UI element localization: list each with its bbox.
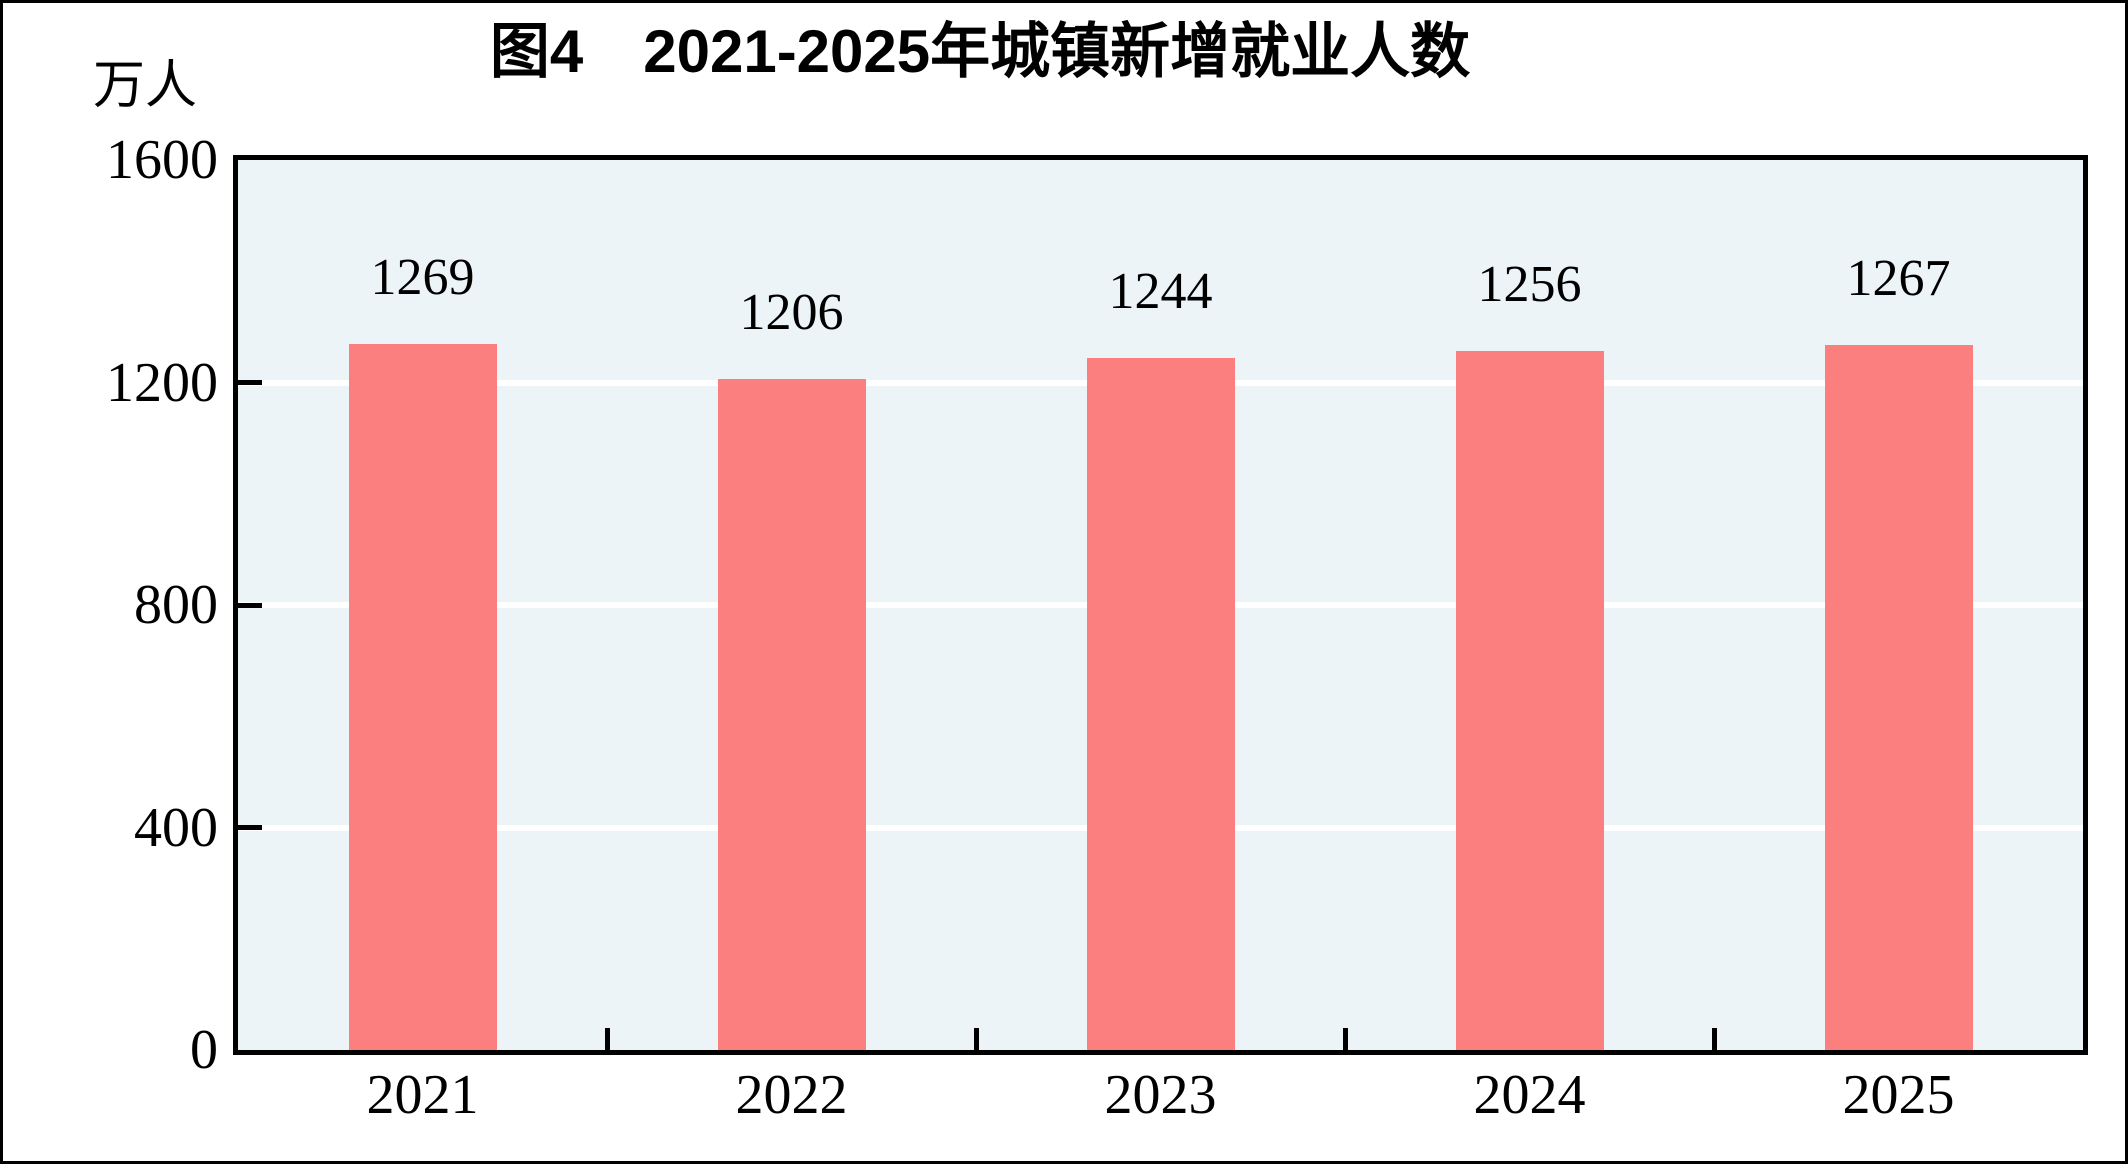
bar-2022 bbox=[717, 379, 866, 1050]
bar-2021 bbox=[348, 344, 497, 1050]
x-tick-1 bbox=[604, 1028, 610, 1050]
bar-2025 bbox=[1824, 345, 1973, 1050]
y-tick-400 bbox=[238, 825, 262, 830]
y-tick-800 bbox=[238, 602, 262, 608]
x-tick-4 bbox=[1711, 1028, 1717, 1050]
x-tick-3 bbox=[1342, 1028, 1348, 1050]
x-axis-label-2021: 2021 bbox=[366, 1064, 479, 1126]
bar-value-2023: 1244 bbox=[1108, 263, 1213, 321]
bar-2024 bbox=[1455, 351, 1604, 1050]
y-axis-label-1200: 1200 bbox=[106, 351, 218, 414]
x-axis-label-2024: 2024 bbox=[1473, 1064, 1586, 1126]
y-axis-label-0: 0 bbox=[190, 1019, 218, 1081]
y-axis-unit-label: 万人 bbox=[93, 58, 198, 115]
y-tick-1200 bbox=[238, 380, 262, 385]
x-axis-label-2022: 2022 bbox=[735, 1064, 848, 1126]
y-axis-label-800: 800 bbox=[134, 574, 218, 636]
x-axis-label-2023: 2023 bbox=[1104, 1064, 1217, 1126]
bar-value-2025: 1267 bbox=[1846, 250, 1951, 308]
plot-area: 1269 1206 1244 1256 1267 bbox=[233, 155, 2088, 1055]
chart-title: 图4 2021-2025年城镇新增就业人数 bbox=[489, 18, 1471, 85]
bar-value-2021: 1269 bbox=[370, 249, 475, 307]
bar-value-2024: 1256 bbox=[1477, 256, 1582, 314]
bar-2023 bbox=[1086, 358, 1235, 1050]
bar-value-2022: 1206 bbox=[739, 284, 844, 342]
x-axis-label-2025: 2025 bbox=[1842, 1064, 1955, 1126]
x-tick-2 bbox=[973, 1028, 979, 1050]
y-axis-label-1600: 1600 bbox=[106, 129, 218, 191]
y-axis-label-400: 400 bbox=[134, 796, 218, 859]
